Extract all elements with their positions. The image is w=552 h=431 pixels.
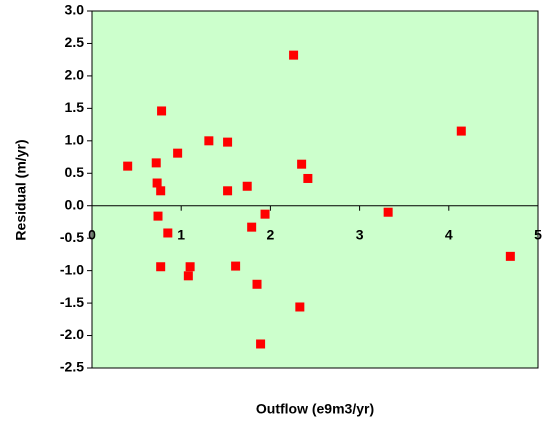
y-tick-label: 3.0 xyxy=(65,2,85,18)
x-tick-label: 1 xyxy=(177,226,185,242)
point xyxy=(260,209,270,219)
point xyxy=(295,302,305,312)
point xyxy=(256,339,266,349)
point xyxy=(183,271,193,281)
y-tick-label: 0.5 xyxy=(65,164,85,180)
point xyxy=(173,148,183,158)
point xyxy=(231,261,241,271)
point xyxy=(289,50,299,60)
point xyxy=(223,186,233,196)
plot-area xyxy=(91,10,539,369)
point xyxy=(204,136,214,146)
point xyxy=(151,158,161,168)
point xyxy=(157,106,167,116)
point xyxy=(297,159,307,169)
y-tick-label: 1.0 xyxy=(65,132,85,148)
point xyxy=(185,262,195,272)
point xyxy=(252,279,262,289)
x-tick-label: 0 xyxy=(88,226,96,242)
point xyxy=(223,137,233,147)
y-tick-label: 0.0 xyxy=(65,196,85,212)
y-tick-label: -2.0 xyxy=(60,326,84,342)
point xyxy=(242,181,252,191)
y-tick-label: -1.5 xyxy=(60,294,84,310)
y-tick-label: -0.5 xyxy=(60,229,84,245)
y-tick-label: -2.5 xyxy=(60,359,84,375)
x-tick-label: 3 xyxy=(356,226,364,242)
point xyxy=(456,126,466,136)
point xyxy=(163,228,173,238)
y-tick-label: 1.5 xyxy=(65,99,85,115)
y-tick-label: 2.5 xyxy=(65,34,85,50)
x-tick-label: 2 xyxy=(267,226,275,242)
y-tick-label: -1.0 xyxy=(60,261,84,277)
point xyxy=(383,207,393,217)
x-axis-title: Outflow (e9m3/yr) xyxy=(256,401,374,417)
y-axis-title: Residual (m/yr) xyxy=(13,139,29,240)
point xyxy=(505,251,515,261)
point xyxy=(156,262,166,272)
point xyxy=(153,211,163,221)
y-tick-label: 2.0 xyxy=(65,67,85,83)
point xyxy=(247,222,257,232)
point xyxy=(152,178,162,188)
point xyxy=(303,173,313,183)
point xyxy=(156,186,166,196)
point xyxy=(123,161,133,171)
x-tick-label: 4 xyxy=(445,226,453,242)
x-tick-label: 5 xyxy=(534,226,542,242)
